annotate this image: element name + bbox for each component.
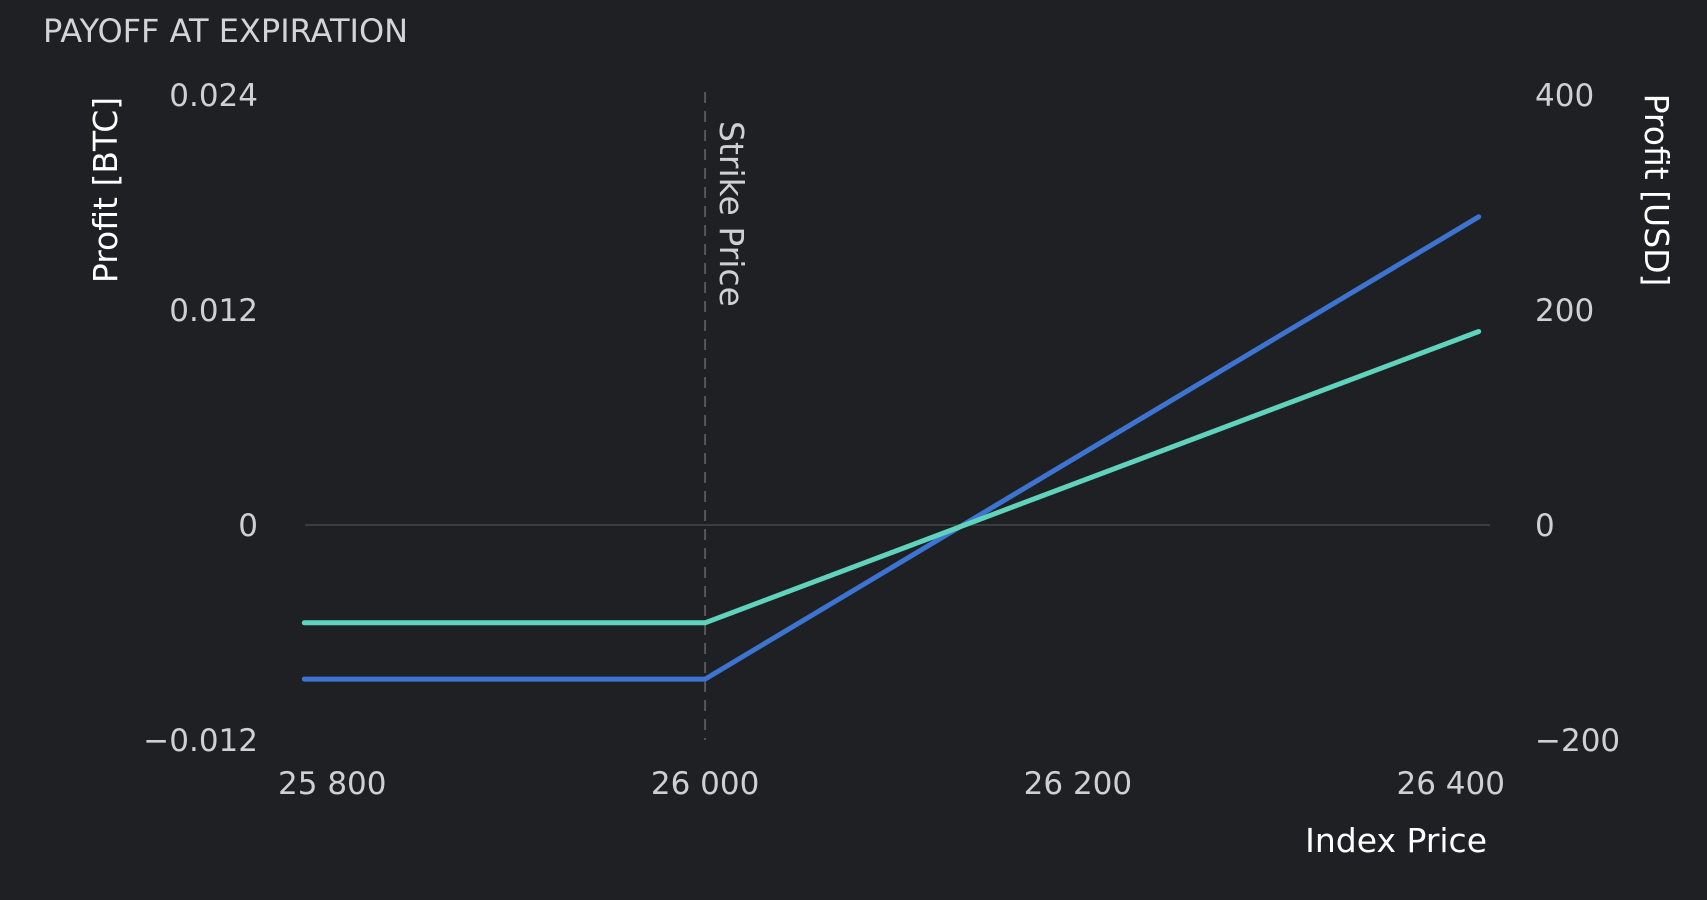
y-left-tick-label: 0.012 — [169, 293, 258, 329]
y-right-axis-title: Profit [USD] — [1637, 94, 1676, 287]
x-axis-title: Index Price — [1305, 821, 1487, 860]
strike-price-label: Strike Price — [712, 121, 751, 307]
y-left-tick-label: −0.012 — [143, 723, 258, 759]
y-right-tick-label: −200 — [1535, 723, 1620, 759]
chart-title: PAYOFF AT EXPIRATION — [43, 12, 408, 50]
y-left-tick-label: 0.024 — [169, 78, 258, 114]
y-left-tick-label: 0 — [238, 508, 258, 544]
payoff-series-line-1 — [301, 214, 1482, 682]
y-right-tick-label: 0 — [1535, 508, 1555, 544]
x-tick-label: 26 400 — [1396, 766, 1504, 802]
y-right-tick-label: 400 — [1535, 78, 1594, 114]
x-tick-label: 26 000 — [651, 766, 759, 802]
payoff-series-line-2 — [301, 329, 1482, 626]
x-tick-label: 26 200 — [1024, 766, 1132, 802]
y-left-axis-title: Profit [BTC] — [86, 97, 125, 283]
y-right-tick-label: 200 — [1535, 293, 1594, 329]
x-tick-label: 25 800 — [278, 766, 386, 802]
